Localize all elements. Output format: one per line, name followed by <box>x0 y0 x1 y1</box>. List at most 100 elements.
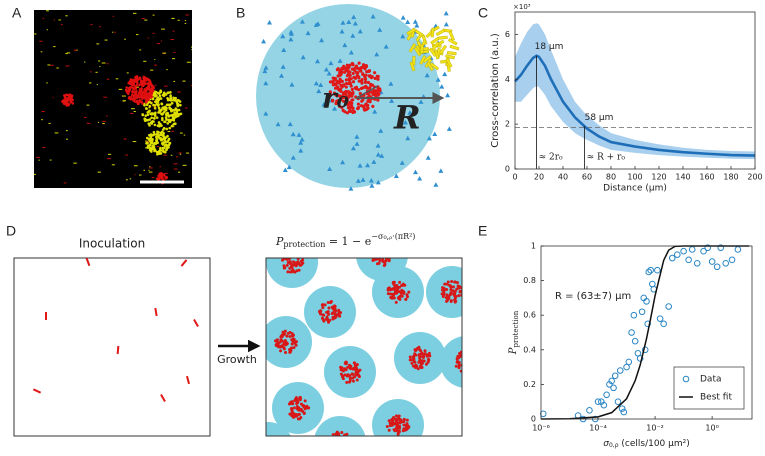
cell <box>329 300 333 304</box>
cell <box>374 94 378 98</box>
cell <box>407 290 411 294</box>
speck <box>161 28 165 30</box>
cell <box>423 349 427 353</box>
speck <box>56 67 59 69</box>
cell <box>260 441 263 444</box>
cell <box>71 102 75 105</box>
y-tick-label: 4 <box>505 75 510 84</box>
cell <box>333 444 336 447</box>
x-tick-label: 10⁻² <box>646 424 664 433</box>
speck <box>102 120 106 122</box>
cell <box>281 333 285 337</box>
cell <box>273 445 276 448</box>
cell <box>176 112 180 116</box>
rod <box>435 28 446 37</box>
nutrient <box>412 123 418 128</box>
cell <box>363 80 368 84</box>
cell <box>159 122 162 126</box>
cell <box>348 379 352 383</box>
cell <box>351 372 355 376</box>
speck <box>161 183 164 185</box>
speck <box>186 61 191 63</box>
cell <box>404 297 408 301</box>
cell <box>364 65 368 69</box>
formula-subscript: protection <box>283 240 325 249</box>
cell <box>336 67 340 71</box>
cell <box>261 452 264 455</box>
cell <box>291 333 295 337</box>
cell <box>468 363 471 366</box>
cell <box>330 441 333 444</box>
x-tick-label: 40 <box>558 173 568 182</box>
R-label: R <box>393 99 421 137</box>
y-tick-label: 0.2 <box>523 380 536 389</box>
cell <box>146 99 149 102</box>
speck <box>65 130 68 132</box>
cell <box>343 438 346 441</box>
nutrient <box>318 82 324 87</box>
nutrient <box>425 155 431 160</box>
cell <box>166 134 169 138</box>
cell <box>387 246 390 249</box>
cell <box>140 90 144 93</box>
cell <box>263 445 266 448</box>
cell <box>148 105 152 108</box>
cell <box>345 63 349 67</box>
protection-zone <box>324 346 376 398</box>
nutrient <box>383 44 389 49</box>
cell <box>260 442 263 445</box>
cell <box>353 76 358 80</box>
nutrient <box>370 13 376 19</box>
cell <box>383 262 387 266</box>
cell <box>359 86 364 90</box>
speck <box>147 37 150 39</box>
data-point <box>628 329 635 336</box>
cell <box>392 296 396 300</box>
cell <box>271 445 274 448</box>
cell <box>159 149 163 152</box>
legend-label: Best fit <box>700 393 732 403</box>
cell <box>168 106 171 109</box>
cell <box>369 82 373 86</box>
cell <box>175 108 178 112</box>
cell <box>157 106 161 110</box>
speck <box>86 122 91 124</box>
nutrient <box>316 88 322 94</box>
data-point <box>616 367 624 374</box>
cell <box>328 90 332 94</box>
cell <box>470 369 473 372</box>
speck <box>134 174 136 176</box>
cell <box>368 100 372 104</box>
cell <box>475 361 478 364</box>
cell <box>275 448 278 451</box>
cell <box>146 111 150 114</box>
cell <box>402 417 406 421</box>
cell <box>302 411 306 415</box>
cell <box>472 367 475 370</box>
cell <box>347 438 350 441</box>
speck <box>95 71 98 73</box>
cell <box>172 108 176 112</box>
cell <box>156 152 159 156</box>
cell <box>347 437 350 440</box>
speck <box>42 17 44 19</box>
cell <box>446 280 450 284</box>
nutrient <box>290 155 296 160</box>
cell <box>124 88 128 92</box>
nutrient <box>299 19 305 24</box>
cell <box>321 303 325 307</box>
cell <box>264 441 267 444</box>
speck <box>34 173 36 175</box>
cell <box>161 116 164 120</box>
cell <box>358 368 362 372</box>
cell <box>413 352 417 356</box>
x-tick-label: 10⁰ <box>705 424 718 433</box>
cell <box>154 307 158 317</box>
cell <box>441 295 445 299</box>
cell <box>160 102 163 106</box>
nutrient <box>298 148 304 153</box>
cell <box>162 126 166 130</box>
cell <box>384 248 387 251</box>
cell <box>166 122 170 125</box>
cell <box>69 100 73 103</box>
